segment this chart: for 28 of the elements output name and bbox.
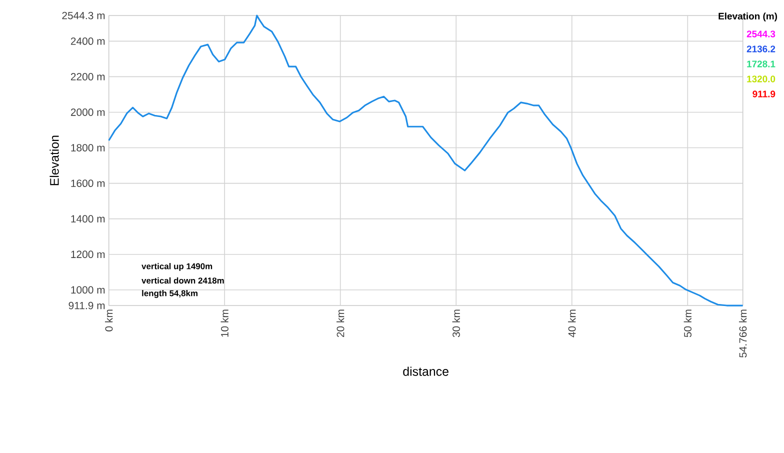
x-tick-label: 54.766 km bbox=[738, 310, 747, 358]
annotation: vertical up 1490m bbox=[142, 263, 212, 271]
y-tick-label: 2000 m bbox=[70, 108, 105, 116]
y-tick-label: 1000 m bbox=[71, 286, 105, 294]
x-axis-title: distance bbox=[403, 366, 448, 376]
x-tick-label: 20 km bbox=[336, 310, 344, 338]
annotation: vertical down 2418m bbox=[142, 277, 224, 284]
x-tick-label: 10 km bbox=[220, 310, 228, 337]
y-tick-label: 1600 m bbox=[71, 180, 105, 188]
x-tick-label: 40 km bbox=[568, 310, 576, 338]
x-tick-label: 30 km bbox=[452, 310, 460, 338]
x-tick-label: 0 km bbox=[104, 310, 113, 332]
y-tick-label: 1200 m bbox=[71, 250, 105, 258]
text: 911.9 bbox=[752, 90, 776, 98]
text: 2136.2 bbox=[746, 46, 776, 52]
y-tick-label: 1400 m bbox=[71, 215, 105, 223]
x-tick-label: 50 km bbox=[684, 310, 692, 338]
y-tick-label: 1800 m bbox=[71, 144, 105, 152]
annotation: length 54,8km bbox=[142, 290, 198, 298]
y-tick-label: 911.9 m bbox=[68, 302, 105, 310]
y-axis-title: Elevation bbox=[50, 136, 59, 186]
text: 2544.3 bbox=[746, 30, 776, 38]
annotation: Elevation (m) bbox=[718, 12, 778, 22]
y-tick-label: 2200 m bbox=[70, 73, 105, 80]
y-tick-label: 2400 m bbox=[70, 37, 105, 45]
text: 1320.0 bbox=[747, 76, 776, 82]
text: 1728.1 bbox=[747, 60, 776, 68]
y-tick-label: 2544.3 m bbox=[62, 12, 105, 20]
